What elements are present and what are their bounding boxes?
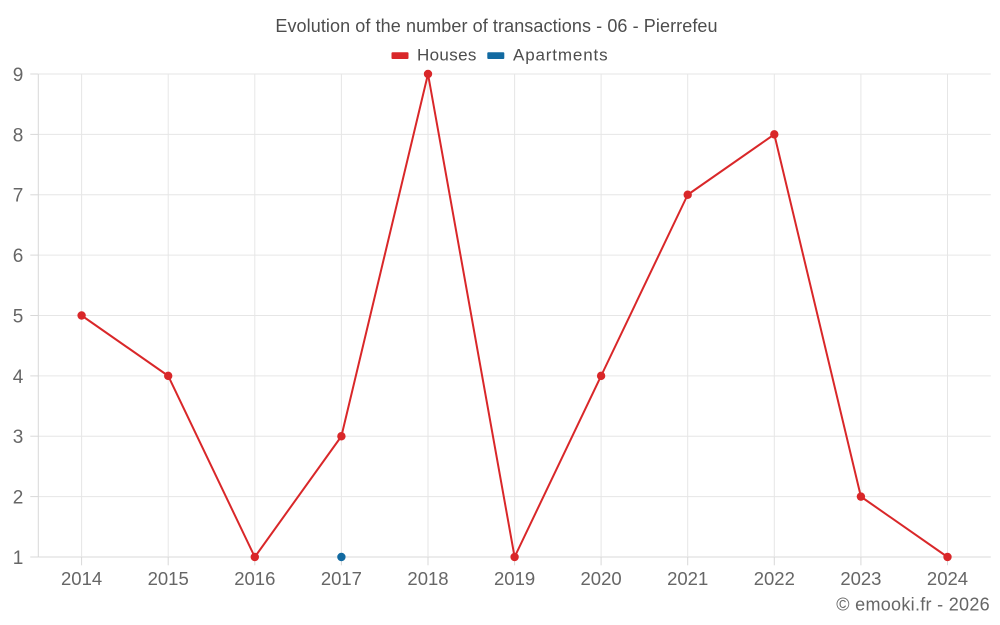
svg-text:2024: 2024 xyxy=(927,568,968,589)
svg-text:2018: 2018 xyxy=(407,568,448,589)
svg-text:9: 9 xyxy=(13,65,24,86)
svg-text:Houses: Houses xyxy=(417,46,477,65)
svg-text:2016: 2016 xyxy=(234,568,275,589)
svg-text:2020: 2020 xyxy=(581,568,622,589)
svg-text:2022: 2022 xyxy=(754,568,795,589)
svg-text:Evolution of the number of tra: Evolution of the number of transactions … xyxy=(275,16,717,36)
svg-text:2021: 2021 xyxy=(667,568,708,589)
svg-text:7: 7 xyxy=(13,186,24,207)
svg-text:1: 1 xyxy=(13,548,24,569)
svg-text:3: 3 xyxy=(13,427,24,448)
svg-text:© emooki.fr - 2026: © emooki.fr - 2026 xyxy=(836,595,990,615)
svg-text:2014: 2014 xyxy=(61,568,102,589)
svg-text:Apartments: Apartments xyxy=(513,46,608,65)
svg-text:2019: 2019 xyxy=(494,568,535,589)
svg-text:2017: 2017 xyxy=(321,568,362,589)
svg-text:8: 8 xyxy=(13,125,24,146)
svg-text:2: 2 xyxy=(13,488,24,509)
svg-text:2015: 2015 xyxy=(148,568,189,589)
svg-text:5: 5 xyxy=(13,306,24,327)
svg-text:2023: 2023 xyxy=(840,568,881,589)
svg-text:6: 6 xyxy=(13,246,24,267)
svg-text:4: 4 xyxy=(13,367,24,388)
